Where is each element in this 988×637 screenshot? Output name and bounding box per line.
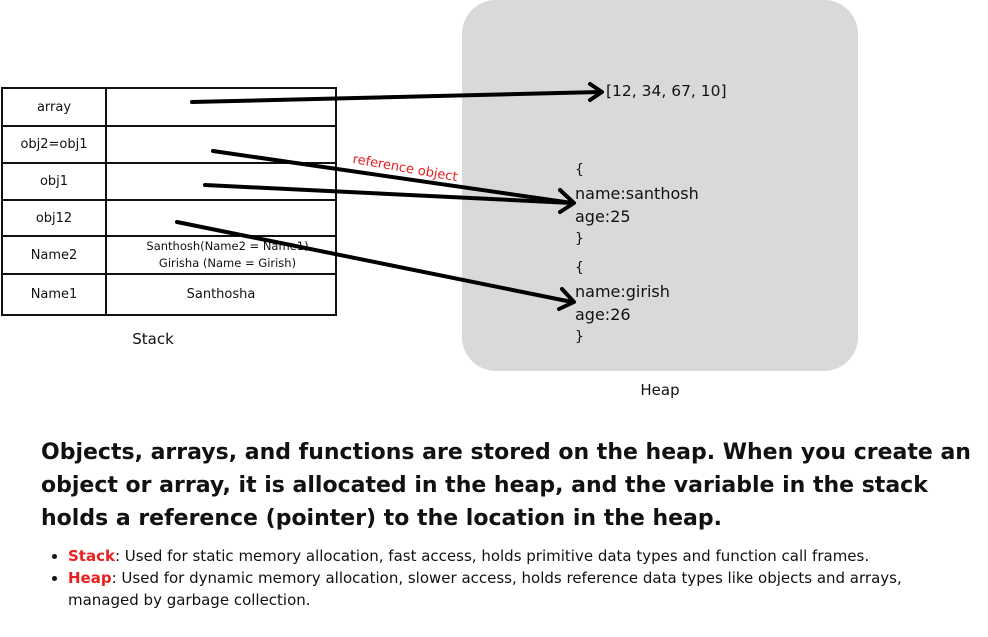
headline-text: Objects, arrays, and functions are store… xyxy=(41,440,971,531)
stack-var-value: Santhosh(Name2 = Name1) Girisha (Name = … xyxy=(105,235,337,275)
bullet-list: Stack: Used for static memory allocation… xyxy=(48,545,968,611)
stack-var-value xyxy=(105,162,337,201)
stack-var-value xyxy=(105,87,337,127)
stack-var-name: obj12 xyxy=(1,199,107,237)
bullet-description: : Used for dynamic memory allocation, sl… xyxy=(68,569,902,609)
stack-label: Stack xyxy=(132,330,174,348)
stack-var-value xyxy=(105,199,337,237)
stack-row: Name2 Santhosh(Name2 = Name1) Girisha (N… xyxy=(1,235,337,275)
reference-object-label: reference object xyxy=(351,152,459,186)
heap-object: { name:girish age:26 } xyxy=(575,257,670,349)
stack-row: Name1 Santhosha xyxy=(1,273,337,316)
heap-label: Heap xyxy=(640,381,680,399)
stack-row: obj12 xyxy=(1,199,337,237)
stack-row: obj1 xyxy=(1,162,337,201)
bullet-term: Stack xyxy=(68,547,115,565)
stack-row: obj2=obj1 xyxy=(1,125,337,164)
heap-array-value: [12, 34, 67, 10] xyxy=(606,82,727,100)
object-property: name:santhosh xyxy=(575,184,699,203)
object-open-brace: { xyxy=(575,162,584,178)
stack-var-value xyxy=(105,125,337,164)
object-property: name:girish xyxy=(575,282,670,301)
bullet-item-heap: Heap: Used for dynamic memory allocation… xyxy=(68,567,968,611)
stack-var-value: Santhosha xyxy=(105,273,337,316)
object-property: age:25 xyxy=(575,207,631,226)
bullet-description: : Used for static memory allocation, fas… xyxy=(114,547,870,565)
object-close-brace: } xyxy=(575,329,584,345)
object-close-brace: } xyxy=(575,231,584,247)
bullet-term: Heap xyxy=(68,569,112,587)
stack-value-line: Girisha (Name = Girish) xyxy=(158,256,297,270)
stack-value-line: Santhosh(Name2 = Name1) xyxy=(146,239,309,253)
heap-object: { name:santhosh age:25 } xyxy=(575,159,699,251)
stack-var-name: obj2=obj1 xyxy=(1,125,107,164)
stack-row: array xyxy=(1,87,337,127)
object-open-brace: { xyxy=(575,260,584,276)
stack-var-name: Name1 xyxy=(1,273,107,316)
stack-var-name: array xyxy=(1,87,107,127)
object-property: age:26 xyxy=(575,305,631,324)
stack-table: array obj2=obj1 obj1 obj12 Name2 Santhos… xyxy=(1,87,337,316)
stack-var-name: obj1 xyxy=(1,162,107,201)
stack-var-name: Name2 xyxy=(1,235,107,275)
bullet-item-stack: Stack: Used for static memory allocation… xyxy=(68,545,968,567)
